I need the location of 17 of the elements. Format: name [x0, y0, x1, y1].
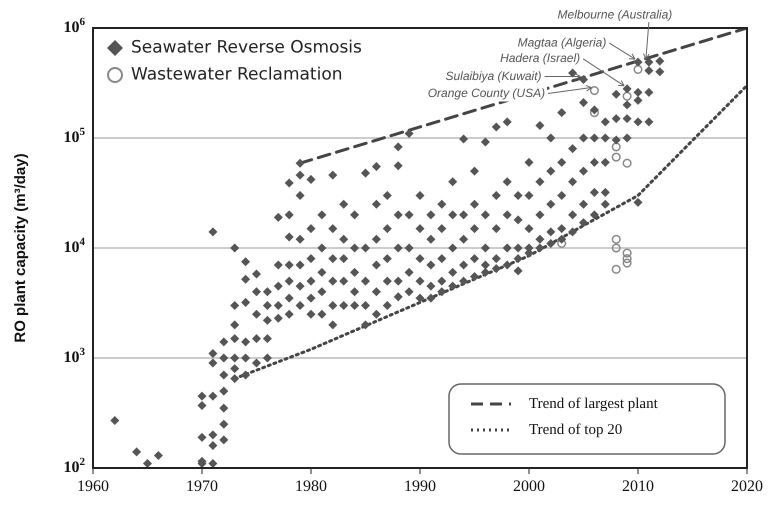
x-tick-label: 2020	[731, 478, 763, 495]
x-tick-label: 1970	[186, 478, 218, 495]
x-tick-label: 2010	[622, 478, 654, 495]
legend-label: Trend of top 20	[529, 422, 622, 438]
annotation: Melbourne (Australia)	[558, 7, 672, 22]
legend-label: Seawater Reverse Osmosis	[131, 37, 362, 58]
x-tick-label: 2000	[513, 478, 545, 495]
legend-label: Trend of largest plant	[529, 396, 659, 412]
y-axis-title: RO plant capacity (m³/day)	[12, 153, 30, 343]
legend-label: Wastewater Reclamation	[131, 64, 342, 84]
annotation: Magtaa (Algeria)	[518, 35, 606, 50]
annotation: Sulaibiya (Kuwait)	[445, 68, 542, 83]
x-tick-label: 1990	[404, 478, 436, 495]
annotation: Orange County (USA)	[428, 86, 546, 100]
x-tick-label: 1980	[295, 478, 327, 495]
x-tick-label: 1960	[77, 478, 109, 495]
annotation: Hadera (Israel)	[500, 51, 580, 66]
